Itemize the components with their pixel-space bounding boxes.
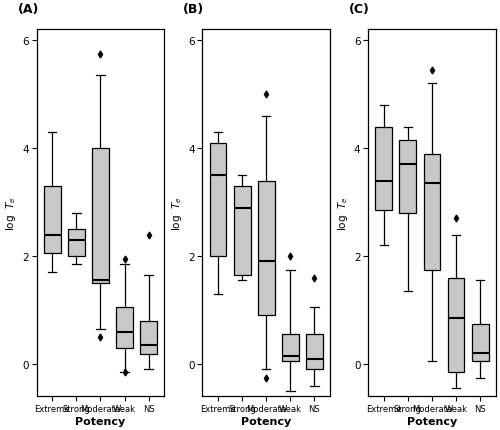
X-axis label: Potency: Potency	[407, 416, 457, 426]
PathPatch shape	[44, 187, 60, 254]
Text: (A): (A)	[18, 3, 39, 16]
PathPatch shape	[68, 230, 85, 257]
PathPatch shape	[376, 127, 392, 211]
Y-axis label: log  $\mathit{T}_e$: log $\mathit{T}_e$	[170, 196, 184, 231]
PathPatch shape	[282, 335, 299, 362]
PathPatch shape	[116, 307, 133, 348]
Y-axis label: log  $\mathit{T}_e$: log $\mathit{T}_e$	[336, 196, 349, 231]
PathPatch shape	[424, 154, 440, 270]
PathPatch shape	[234, 187, 250, 275]
X-axis label: Potency: Potency	[76, 416, 126, 426]
PathPatch shape	[472, 324, 488, 362]
Text: (C): (C)	[349, 3, 370, 16]
PathPatch shape	[306, 335, 323, 369]
PathPatch shape	[140, 321, 157, 354]
PathPatch shape	[448, 278, 464, 372]
X-axis label: Potency: Potency	[241, 416, 292, 426]
PathPatch shape	[92, 149, 109, 283]
Y-axis label: log  $\mathit{T}_e$: log $\mathit{T}_e$	[4, 196, 18, 231]
PathPatch shape	[210, 144, 226, 257]
PathPatch shape	[258, 181, 274, 316]
PathPatch shape	[400, 141, 416, 213]
Text: (B): (B)	[183, 3, 204, 16]
